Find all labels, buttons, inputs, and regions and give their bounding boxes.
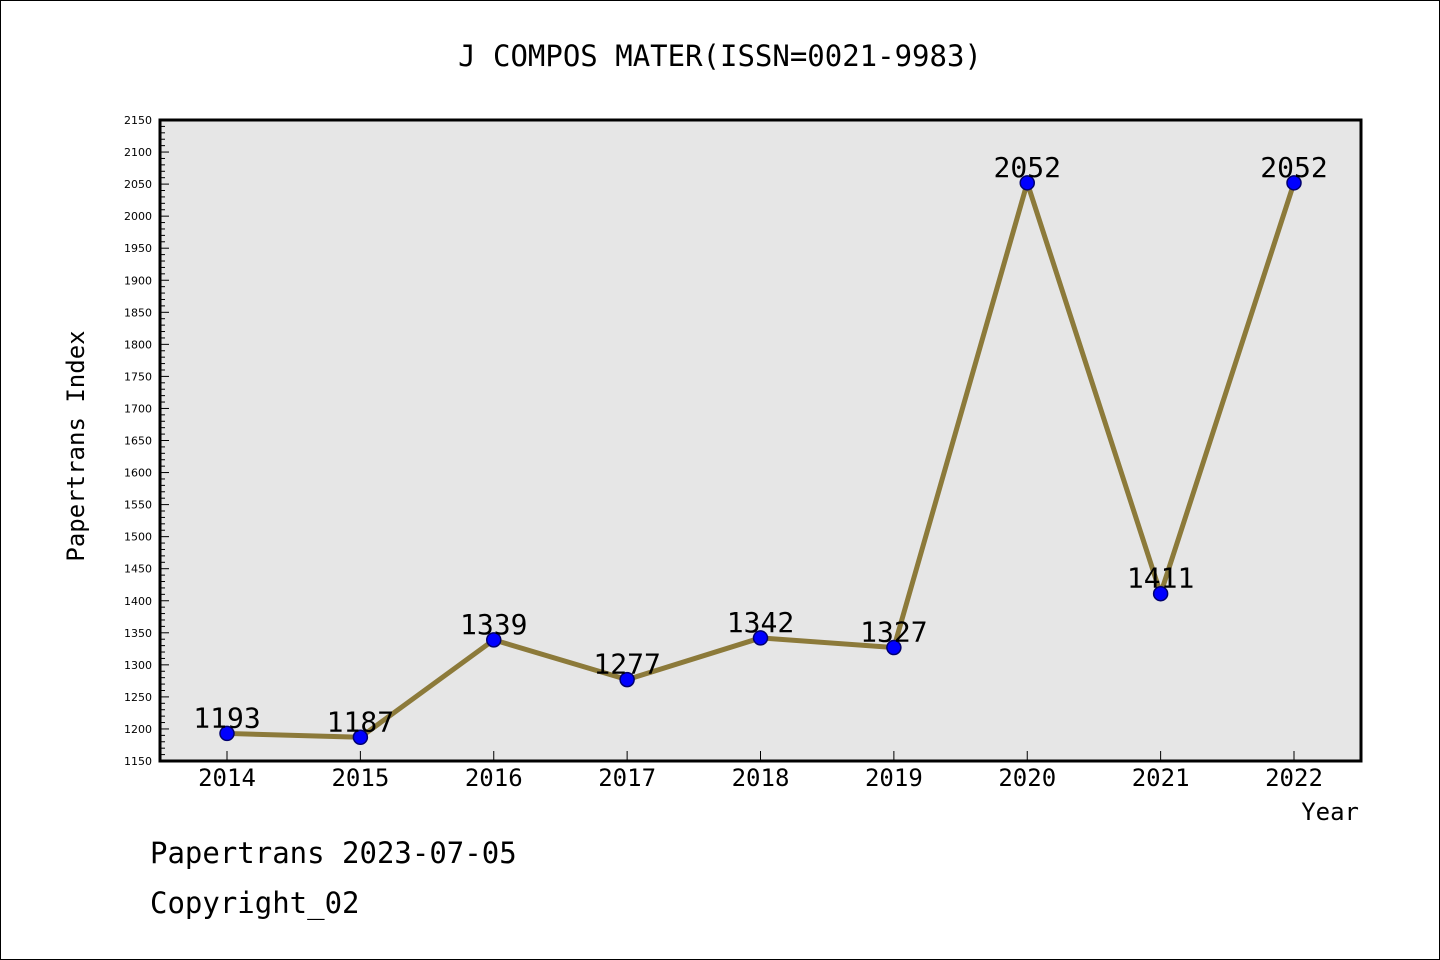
y-tick-label: 1200 [124, 723, 152, 736]
chart-title: J COMPOS MATER(ISSN=0021-9983) [458, 39, 982, 73]
y-tick-label: 1300 [124, 659, 152, 672]
y-tick-label: 1550 [124, 499, 152, 512]
y-tick-label: 1600 [124, 467, 152, 480]
data-labels: 1193 1187 1339 1277 1342 1327 2052 1411 2052 [193, 151, 1327, 738]
data-label: 1277 [593, 648, 660, 681]
x-tick-label: 2015 [331, 764, 389, 792]
x-tick-label: 2016 [465, 764, 523, 792]
x-tick-label: 2019 [865, 764, 923, 792]
x-axis-label: Year [1301, 798, 1359, 826]
data-point [486, 632, 502, 648]
data-point [219, 725, 235, 742]
y-tick-label: 1800 [124, 338, 152, 351]
y-tick-label: 1750 [124, 370, 152, 383]
x-axis-ticks: 2014 2015 2016 2017 2018 2019 2020 2021 2022 [198, 751, 1323, 792]
y-tick-label: 1350 [124, 627, 152, 640]
y-tick-label: 2050 [124, 178, 152, 191]
x-tick-label: 2017 [598, 764, 656, 792]
data-label: 1411 [1127, 562, 1194, 595]
data-point [886, 639, 902, 656]
y-tick-label: 1900 [124, 274, 152, 287]
x-tick-label: 2014 [198, 764, 256, 792]
data-label: 1327 [860, 616, 927, 649]
x-tick-label: 2018 [732, 764, 790, 792]
y-tick-label: 2150 [124, 114, 152, 127]
y-axis-label: Papertrans Index [62, 330, 90, 561]
y-tick-label: 1450 [124, 563, 152, 576]
y-tick-label: 2000 [124, 210, 152, 223]
footer-date: Papertrans 2023-07-05 [150, 836, 517, 870]
data-label: 2052 [1260, 151, 1327, 184]
data-point [352, 729, 369, 746]
x-tick-label: 2021 [1132, 764, 1190, 792]
plot-area [160, 120, 1361, 761]
plot-border [158, 118, 1363, 763]
y-tick-label: 1400 [124, 595, 152, 608]
y-tick-label: 1150 [124, 755, 152, 768]
y-tick-label: 1700 [124, 402, 152, 415]
data-label: 1193 [193, 701, 260, 734]
data-point [1019, 175, 1035, 191]
data-label: 1187 [327, 705, 394, 738]
y-tick-label: 1950 [124, 242, 152, 255]
data-label: 1342 [727, 606, 794, 639]
data-point [1152, 585, 1169, 602]
y-tick-label: 1650 [124, 435, 152, 448]
y-tick-label: 1850 [124, 306, 152, 319]
x-tick-label: 2022 [1265, 764, 1323, 792]
x-tick-label: 2020 [998, 764, 1056, 792]
data-point [619, 671, 635, 688]
data-label: 1339 [460, 608, 527, 641]
data-point [752, 630, 769, 646]
data-label: 2052 [994, 151, 1061, 184]
y-tick-label: 1500 [124, 531, 152, 544]
y-tick-label: 1250 [124, 691, 152, 704]
footer-copyright: Copyright_02 [150, 886, 360, 920]
data-point [1286, 175, 1302, 191]
data-markers [219, 175, 1302, 746]
y-tick-label: 2100 [124, 146, 152, 159]
